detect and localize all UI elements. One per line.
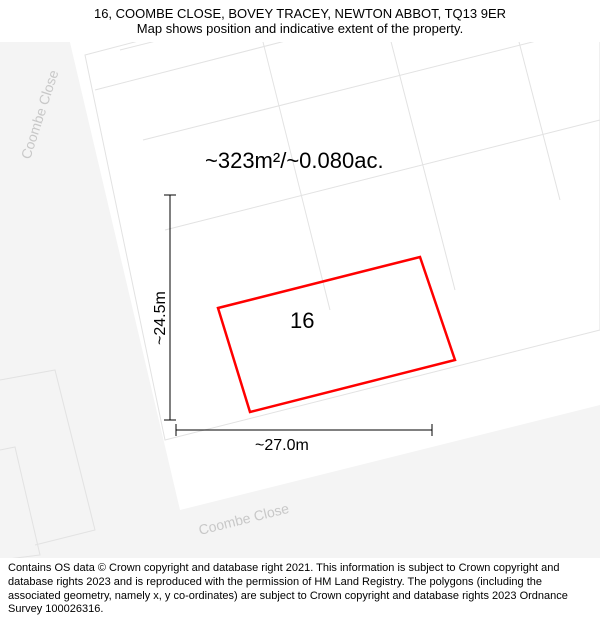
area-label: ~323m²/~0.080ac. bbox=[205, 148, 384, 174]
header: 16, COOMBE CLOSE, BOVEY TRACEY, NEWTON A… bbox=[0, 0, 600, 38]
width-dimension-label: ~27.0m bbox=[255, 437, 309, 455]
height-dimension-label: ~24.5m bbox=[152, 291, 170, 345]
copyright-footer: Contains OS data © Crown copyright and d… bbox=[0, 558, 600, 625]
map-svg: Coombe CloseCoombe Close bbox=[0, 0, 600, 560]
plot-number: 16 bbox=[290, 308, 314, 334]
address-line: 16, COOMBE CLOSE, BOVEY TRACEY, NEWTON A… bbox=[10, 6, 590, 21]
subtitle-line: Map shows position and indicative extent… bbox=[10, 21, 590, 36]
